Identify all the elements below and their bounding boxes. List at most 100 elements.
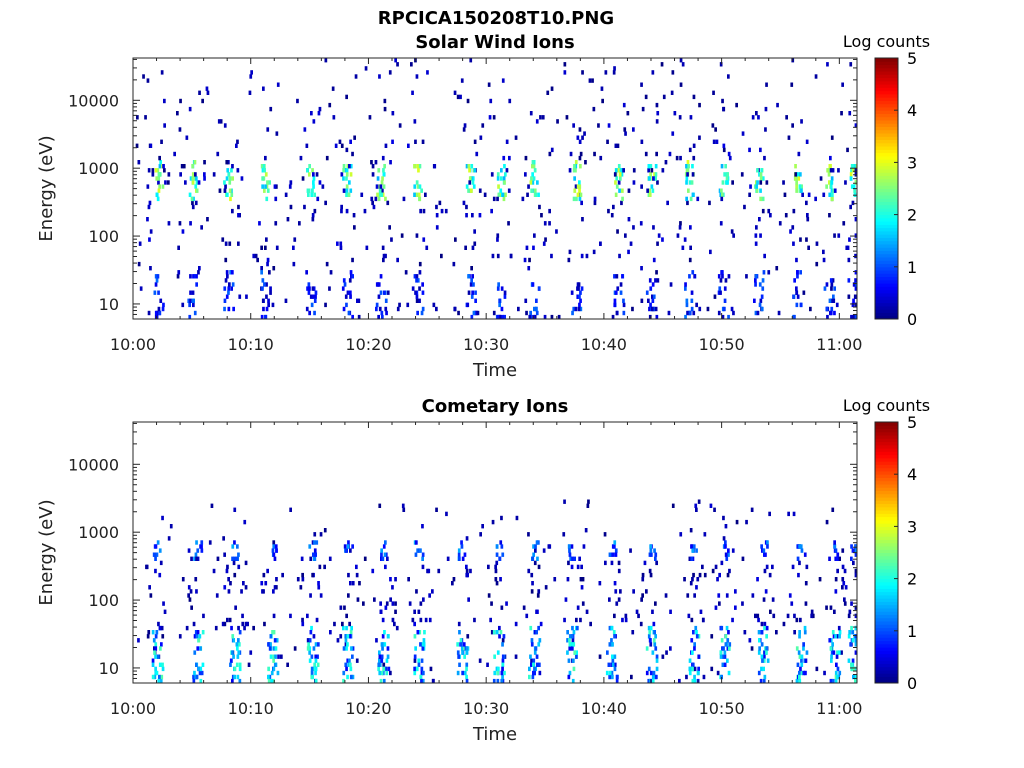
heatmap-cell: [500, 176, 503, 181]
heatmap-cell: [799, 172, 802, 177]
heatmap-cell: [772, 613, 776, 619]
heatmap-cell: [759, 196, 762, 202]
heatmap-cell: [237, 650, 241, 655]
heatmap-cell: [499, 188, 503, 193]
heatmap-cell: [802, 670, 806, 676]
heatmap-cell: [627, 217, 631, 222]
heatmap-cell: [160, 139, 163, 144]
heatmap-cell: [415, 180, 419, 185]
colorbar-frame: [874, 421, 899, 684]
heatmap-cell: [311, 217, 315, 222]
colorbar-frame: [874, 57, 899, 320]
heatmap-cell: [825, 519, 829, 525]
heatmap-cell: [314, 666, 318, 672]
heatmap-cell: [652, 294, 656, 299]
heatmap-cell: [825, 306, 829, 312]
colorbar-step: [875, 506, 898, 511]
heatmap-cell: [231, 674, 235, 680]
heatmap-cell: [307, 188, 310, 193]
heatmap-cell: [344, 548, 348, 553]
heatmap-cell: [785, 115, 788, 120]
heatmap-cell: [276, 670, 280, 676]
heatmap-cell: [341, 286, 345, 291]
heatmap-cell: [795, 188, 798, 193]
heatmap-cell: [203, 160, 206, 165]
heatmap-cell: [308, 646, 312, 651]
colorbar-step: [875, 532, 898, 537]
heatmap-cell: [415, 666, 419, 672]
heatmap-cell: [686, 160, 690, 165]
heatmap-cell: [654, 172, 658, 177]
heatmap-cell: [381, 245, 385, 250]
heatmap-cell: [527, 568, 531, 574]
heatmap-cell: [620, 172, 624, 177]
heatmap-cell: [611, 674, 614, 680]
heatmap-cell: [315, 172, 319, 177]
heatmap-cell: [191, 204, 195, 210]
heatmap-cell: [288, 184, 292, 189]
heatmap-cell: [210, 503, 214, 508]
colorbar-step: [875, 204, 898, 209]
heatmap-cell: [260, 266, 263, 271]
heatmap-cell: [725, 625, 729, 631]
heatmap-cell: [418, 270, 422, 275]
heatmap-cell: [683, 577, 686, 582]
colorbar-step: [875, 257, 898, 261]
heatmap-cell: [389, 577, 392, 582]
heatmap-cell: [698, 306, 702, 312]
heatmap-cell: [301, 577, 305, 582]
colorbar-step: [875, 663, 898, 668]
heatmap-cell: [530, 658, 533, 663]
heatmap-cell: [157, 176, 161, 181]
heatmap-cell: [723, 306, 726, 312]
heatmap-cell: [156, 654, 160, 659]
heatmap-cell: [581, 217, 584, 222]
heatmap-cell: [267, 302, 270, 308]
heatmap-cell: [231, 282, 235, 287]
colorbar-step: [875, 552, 898, 557]
colorbar-tick-label: 4: [907, 101, 917, 120]
heatmap-cell: [420, 188, 423, 193]
heatmap-cell: [435, 225, 439, 230]
heatmap-cell: [586, 503, 590, 508]
heatmap-cell: [223, 180, 226, 185]
heatmap-cell: [727, 74, 730, 79]
heatmap-cell: [267, 298, 270, 303]
heatmap-cell: [535, 298, 538, 303]
heatmap-cell: [710, 666, 714, 672]
heatmap-cell: [828, 192, 832, 197]
heatmap-cell: [193, 160, 197, 165]
heatmap-cell: [613, 66, 616, 71]
colorbar-step: [875, 201, 898, 206]
heatmap-cell: [716, 670, 720, 676]
heatmap-cell: [580, 253, 584, 259]
heatmap-cell: [345, 613, 348, 619]
heatmap-cell: [852, 298, 855, 303]
heatmap-cell: [194, 172, 197, 177]
heatmap-cell: [192, 274, 195, 279]
heatmap-cell: [573, 556, 576, 561]
heatmap-cell: [272, 654, 276, 659]
heatmap-cell: [216, 151, 220, 157]
colorbar-step: [875, 230, 898, 235]
heatmap-cell: [829, 168, 833, 173]
heatmap-cell: [308, 544, 312, 549]
heatmap-cell: [851, 662, 854, 667]
colorbar-step: [875, 71, 898, 75]
heatmap-cell: [463, 654, 466, 659]
heatmap-cell: [854, 638, 858, 643]
heatmap-cell: [248, 90, 252, 95]
heatmap-cell: [481, 123, 485, 128]
heatmap-cell: [616, 143, 620, 148]
heatmap-cell: [603, 532, 607, 537]
heatmap-cell: [157, 188, 161, 193]
colorbar-step: [875, 474, 898, 478]
heatmap-cell: [835, 302, 839, 308]
heatmap-cell: [262, 572, 266, 578]
heatmap-cell: [191, 176, 195, 181]
heatmap-cell: [192, 621, 196, 627]
heatmap-cell: [312, 634, 316, 639]
heatmap-cell: [319, 593, 323, 598]
heatmap-cell: [191, 172, 195, 177]
colorbar-step: [875, 64, 898, 69]
